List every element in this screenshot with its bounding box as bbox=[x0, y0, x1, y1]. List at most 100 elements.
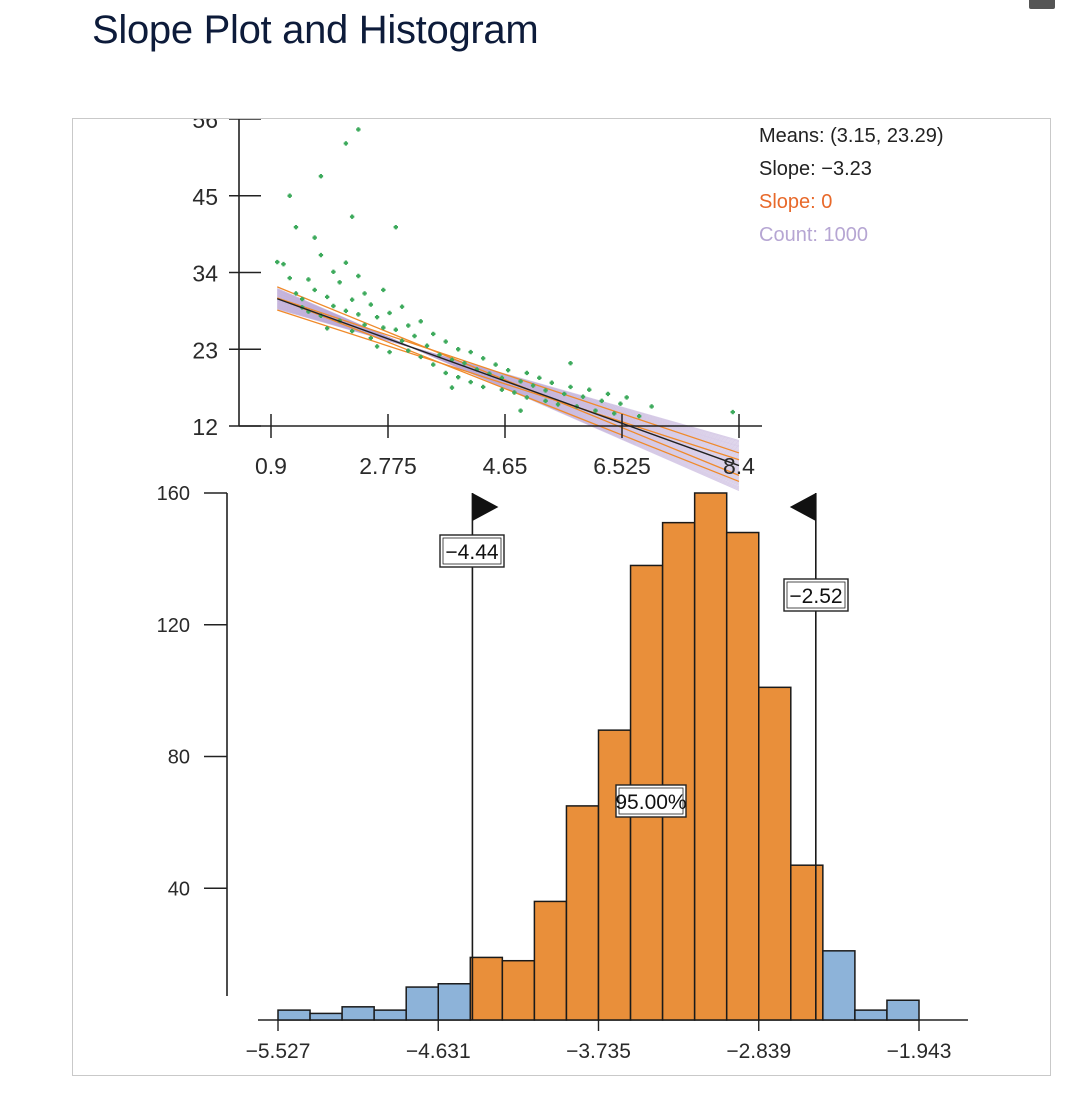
x-tick-label: −3.735 bbox=[566, 1040, 631, 1063]
scatter-point bbox=[456, 347, 461, 352]
bound-flag bbox=[789, 493, 816, 521]
scatter-point bbox=[312, 235, 317, 240]
scatter-point bbox=[393, 224, 398, 230]
y-tick-label: 23 bbox=[192, 337, 218, 363]
scatter-point bbox=[324, 294, 330, 300]
bound-flag bbox=[472, 493, 499, 521]
histogram-bar bbox=[341, 1006, 375, 1021]
x-tick-label: −4.631 bbox=[406, 1040, 471, 1063]
x-tick-label: −2.839 bbox=[726, 1040, 791, 1063]
scatter-point bbox=[399, 338, 405, 344]
scatter-point bbox=[331, 303, 336, 309]
annotation-text: Count: 1000 bbox=[759, 224, 868, 246]
scatter-point bbox=[524, 395, 530, 400]
histogram-bar bbox=[437, 983, 472, 1021]
scatter-point bbox=[593, 408, 598, 413]
scatter-point bbox=[580, 394, 586, 399]
scatter-point bbox=[431, 331, 436, 337]
y-tick-label: 80 bbox=[168, 747, 190, 769]
x-tick-label: 8.4 bbox=[723, 453, 755, 479]
scatter-point bbox=[349, 214, 355, 219]
scatter-point bbox=[387, 349, 392, 355]
histogram-bar bbox=[597, 729, 632, 1021]
x-tick-label: −5.527 bbox=[246, 1040, 311, 1063]
scatter-point bbox=[543, 388, 548, 393]
scatter-point bbox=[281, 261, 286, 267]
scatter-point bbox=[493, 362, 498, 367]
histogram-bar bbox=[469, 956, 504, 1021]
scatter-point bbox=[456, 374, 461, 380]
scatter-point bbox=[324, 326, 330, 331]
y-tick-label: 45 bbox=[192, 184, 218, 210]
histogram-bar bbox=[725, 531, 760, 1021]
annotation-text: Slope: 0 bbox=[759, 191, 832, 213]
scatter-point bbox=[300, 296, 305, 302]
window-handle[interactable] bbox=[1029, 0, 1055, 9]
scatter-point bbox=[287, 275, 292, 281]
y-tick-label: 160 bbox=[157, 483, 190, 505]
annotation-text: Means: (3.15, 23.29) bbox=[759, 125, 944, 147]
histogram-bar bbox=[533, 900, 568, 1021]
interval-label: 95.00% bbox=[615, 791, 686, 814]
scatter-point bbox=[293, 291, 299, 296]
y-tick-label: 34 bbox=[192, 261, 218, 287]
scatter-point bbox=[399, 304, 405, 309]
scatter-point bbox=[587, 387, 592, 392]
scatter-point bbox=[349, 297, 355, 302]
scatter-point bbox=[518, 408, 523, 413]
scatter-point bbox=[512, 390, 517, 395]
scatter-point bbox=[468, 379, 473, 385]
histogram-bar bbox=[501, 959, 536, 1021]
x-tick-label: 0.9 bbox=[255, 453, 287, 479]
scatter-point bbox=[356, 127, 361, 132]
scatter-point bbox=[443, 339, 448, 344]
y-tick-label: 120 bbox=[157, 615, 190, 637]
scatter-point bbox=[549, 380, 554, 385]
scatter-point bbox=[537, 375, 542, 381]
scatter-point bbox=[362, 322, 367, 328]
scatter-point bbox=[387, 310, 392, 316]
scatter-point bbox=[431, 362, 436, 367]
scatter-point bbox=[555, 402, 561, 407]
scatter-point bbox=[418, 319, 423, 324]
x-tick-label: 6.525 bbox=[593, 453, 651, 479]
histogram-bar bbox=[405, 986, 440, 1021]
scatter-point bbox=[636, 414, 642, 419]
scatter-point bbox=[318, 252, 324, 258]
lower-bound-label-box bbox=[439, 534, 505, 568]
scatter-point bbox=[287, 193, 292, 198]
histogram-bar bbox=[758, 686, 792, 1021]
histogram-bar bbox=[693, 492, 728, 1021]
y-tick-label: 40 bbox=[168, 878, 190, 900]
scatter-point bbox=[443, 370, 448, 376]
scatter-point bbox=[518, 379, 523, 384]
histogram-bar bbox=[854, 1009, 888, 1021]
scatter-point bbox=[649, 404, 654, 409]
scatter-point bbox=[362, 291, 367, 296]
scatter-point bbox=[275, 259, 280, 265]
scatter-point bbox=[730, 409, 735, 415]
bootstrap-line bbox=[277, 308, 740, 442]
scatter-point bbox=[468, 349, 473, 355]
scatter-point bbox=[562, 391, 567, 397]
scatter-point bbox=[374, 344, 380, 349]
histogram-bar bbox=[309, 1012, 343, 1021]
scatter-point bbox=[293, 224, 299, 230]
scatter-point bbox=[543, 398, 548, 404]
scatter-point bbox=[337, 280, 342, 285]
page-title: Slope Plot and Histogram bbox=[92, 8, 539, 52]
scatter-point bbox=[343, 141, 349, 146]
upper-bound-label-box bbox=[783, 578, 849, 612]
interval-label-box bbox=[615, 784, 687, 818]
scatter-point bbox=[368, 302, 374, 307]
scatter-point bbox=[331, 269, 336, 275]
scatter-point bbox=[412, 333, 417, 339]
scatter-point bbox=[568, 384, 573, 390]
histogram-bar bbox=[822, 950, 856, 1021]
fit-line bbox=[277, 298, 740, 467]
lower-bound-label-box-inner bbox=[442, 537, 502, 565]
interval-label-box-inner bbox=[618, 787, 684, 815]
y-tick-label: 12 bbox=[192, 414, 218, 440]
orange-bound-line bbox=[276, 286, 740, 476]
x-tick-label: 2.775 bbox=[359, 453, 417, 479]
